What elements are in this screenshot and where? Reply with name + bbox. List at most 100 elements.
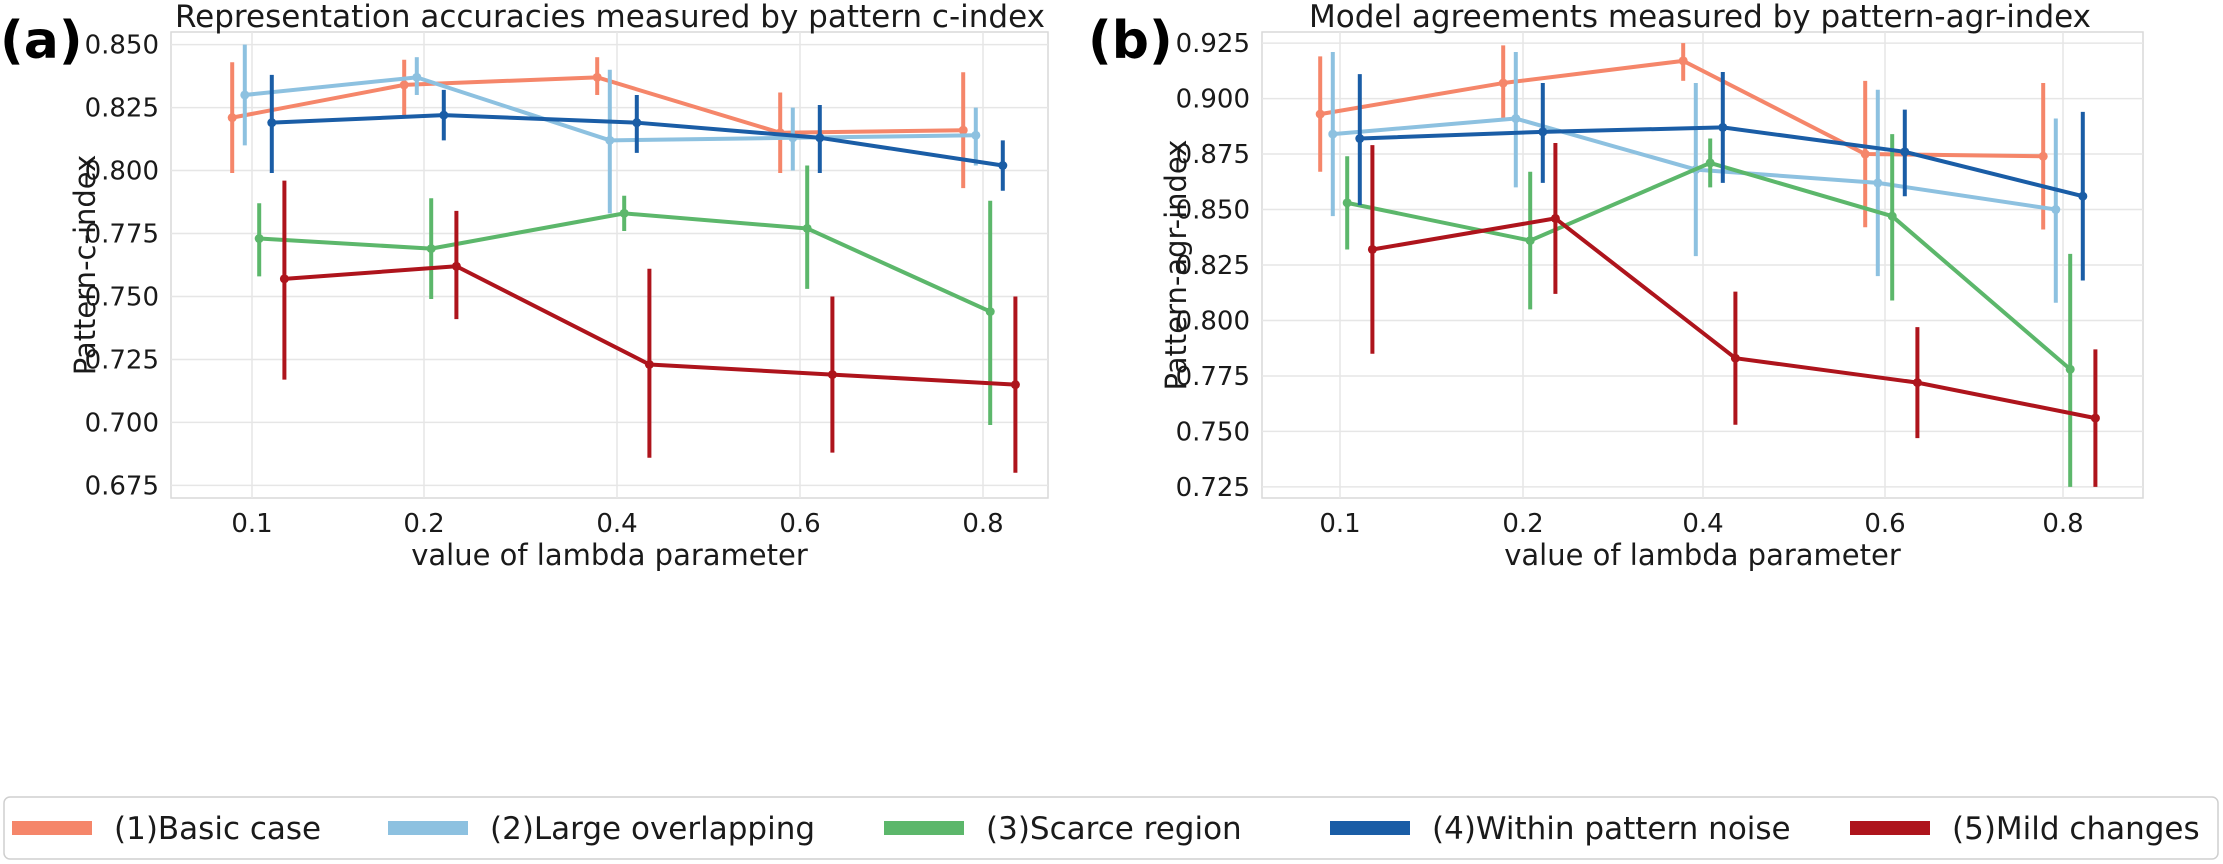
series-3 xyxy=(1342,134,2075,487)
data-point xyxy=(1315,109,1325,119)
data-point xyxy=(998,161,1008,171)
data-point xyxy=(1912,378,1922,388)
data-point xyxy=(1900,147,1910,157)
data-point xyxy=(971,130,981,140)
data-point xyxy=(802,223,812,233)
data-point xyxy=(815,133,825,143)
legend: (1)Basic case (2)Large overlapping (3)Scar… xyxy=(3,796,2219,860)
data-point xyxy=(1328,129,1338,139)
data-point xyxy=(2065,364,2075,374)
data-point xyxy=(827,370,837,380)
legend-label: (1)Basic case xyxy=(114,811,321,847)
panel-b: 0.725 0.750 0.775 0.800 0.825 0.850 0.875 0.900… xyxy=(1088,0,2144,572)
data-point xyxy=(1498,78,1508,88)
data-point xyxy=(1718,122,1728,132)
data-point xyxy=(1705,158,1715,168)
panel-a: 0.675 0.700 0.725 0.750 0.775 0.800 0.825 0.850… xyxy=(0,0,1049,572)
data-point xyxy=(1887,211,1897,221)
y-axis-label: Pattern-agr-index xyxy=(1159,140,1193,391)
y-tick-label: 0.750 xyxy=(85,282,159,312)
plot-frame xyxy=(170,31,1049,499)
data-point xyxy=(958,125,968,135)
data-point xyxy=(399,80,409,90)
data-point xyxy=(1538,127,1548,137)
series-4 xyxy=(267,74,1008,191)
data-point xyxy=(1550,213,1560,223)
data-point xyxy=(644,359,654,369)
data-point xyxy=(1678,56,1688,66)
data-point xyxy=(605,135,615,145)
panel-label: (a) xyxy=(0,11,83,71)
y-tick-label: 0.775 xyxy=(85,220,159,250)
legend-item: (4)Within pattern noise xyxy=(1330,811,1791,847)
data-point xyxy=(451,261,461,271)
chart-title: Representation accuracies measured by pa… xyxy=(175,0,1045,35)
x-tick-label: 0.8 xyxy=(962,509,1003,539)
data-point xyxy=(412,72,422,82)
series-2 xyxy=(240,44,981,214)
data-point xyxy=(1355,134,1365,144)
data-point xyxy=(439,110,449,120)
y-tick-label: 0.900 xyxy=(1176,85,1250,115)
panel-label: (b) xyxy=(1088,11,1173,71)
x-tick-label: 0.4 xyxy=(596,509,637,539)
data-point xyxy=(1511,114,1521,124)
legend-swatch xyxy=(1330,821,1410,835)
y-tick-label: 0.875 xyxy=(1176,140,1250,170)
legend-frame xyxy=(3,796,2219,860)
data-point xyxy=(1873,178,1883,188)
x-tick-label: 0.6 xyxy=(779,509,820,539)
data-point xyxy=(592,72,602,82)
data-point xyxy=(2078,191,2088,201)
legend-swatch xyxy=(1850,821,1930,835)
y-tick-label: 0.825 xyxy=(1176,251,1250,281)
y-axis-label: Pattern-c-index xyxy=(68,155,102,376)
series-4 xyxy=(1355,71,2088,281)
x-tick-label: 0.4 xyxy=(1682,509,1723,539)
y-tick-label: 0.725 xyxy=(85,345,159,375)
data-point xyxy=(254,234,264,244)
x-axis-label: value of lambda parameter xyxy=(1504,538,1901,572)
data-point xyxy=(632,118,642,128)
y-tick-label: 0.725 xyxy=(1176,473,1250,503)
x-tick-label: 0.8 xyxy=(2042,509,2083,539)
data-point xyxy=(1860,149,1870,159)
data-point xyxy=(267,118,277,128)
data-point xyxy=(1010,380,1020,390)
data-point xyxy=(2038,151,2048,161)
data-point xyxy=(1367,244,1377,254)
legend-label: (4)Within pattern noise xyxy=(1432,811,1791,847)
x-axis-label: value of lambda parameter xyxy=(411,538,808,572)
legend-label: (2)Large overlapping xyxy=(490,811,815,847)
series-5 xyxy=(279,180,1020,473)
y-tick-label: 0.750 xyxy=(1176,417,1250,447)
series-5 xyxy=(1367,142,2100,487)
y-tick-label: 0.825 xyxy=(85,94,159,124)
data-point xyxy=(426,244,436,254)
data-point xyxy=(1730,353,1740,363)
data-point xyxy=(985,307,995,317)
data-point xyxy=(2090,413,2100,423)
y-tick-label: 0.700 xyxy=(85,408,159,438)
series-3 xyxy=(254,165,995,425)
legend-label: (5)Mild changes xyxy=(1952,811,2200,847)
legend-item: (5)Mild changes xyxy=(1850,811,2200,847)
y-tick-label: 0.675 xyxy=(85,471,159,501)
chart-title: Model agreements measured by pattern-agr… xyxy=(1309,0,2091,35)
x-tick-label: 0.1 xyxy=(1319,509,1360,539)
x-tick-label: 0.2 xyxy=(1502,509,1543,539)
data-point xyxy=(279,274,289,284)
y-tick-label: 0.800 xyxy=(1176,306,1250,336)
y-tick-label: 0.850 xyxy=(85,31,159,61)
data-point xyxy=(1525,236,1535,246)
legend-label: (3)Scarce region xyxy=(986,811,1242,847)
data-point xyxy=(227,113,237,123)
legend-swatch xyxy=(388,821,468,835)
legend-swatch xyxy=(12,821,92,835)
legend-item: (2)Large overlapping xyxy=(388,811,815,847)
y-tick-label: 0.925 xyxy=(1176,29,1250,59)
y-tick-label: 0.800 xyxy=(85,157,159,187)
legend-swatch xyxy=(884,821,964,835)
y-tick-label: 0.775 xyxy=(1176,362,1250,392)
